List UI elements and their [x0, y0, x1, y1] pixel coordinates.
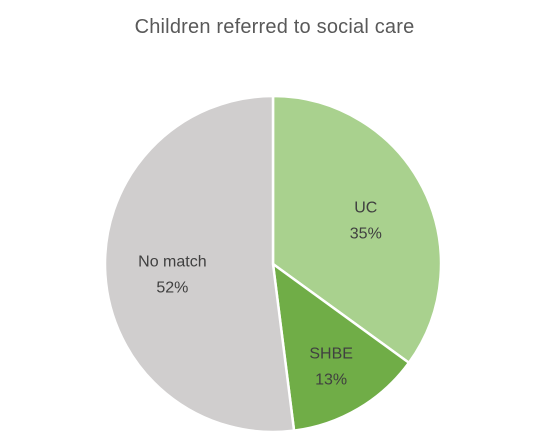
slice-value-shbe: 13%	[315, 371, 347, 388]
slice-label-no-match: No match	[138, 253, 206, 270]
slice-label-shbe: SHBE	[309, 345, 353, 362]
pie-slice-uc	[271, 94, 443, 364]
slice-value-no-match: 52%	[156, 279, 188, 296]
pie-slice-shbe	[271, 262, 411, 432]
pie-slice-no-match	[103, 94, 296, 434]
pie-slices	[103, 94, 443, 434]
slice-label-uc: UC	[354, 200, 377, 217]
pie-labels: UC 35% SHBE 13% No match 52%	[138, 200, 382, 389]
chart-title: Children referred to social care	[134, 16, 415, 38]
slice-value-uc: 35%	[350, 226, 382, 243]
